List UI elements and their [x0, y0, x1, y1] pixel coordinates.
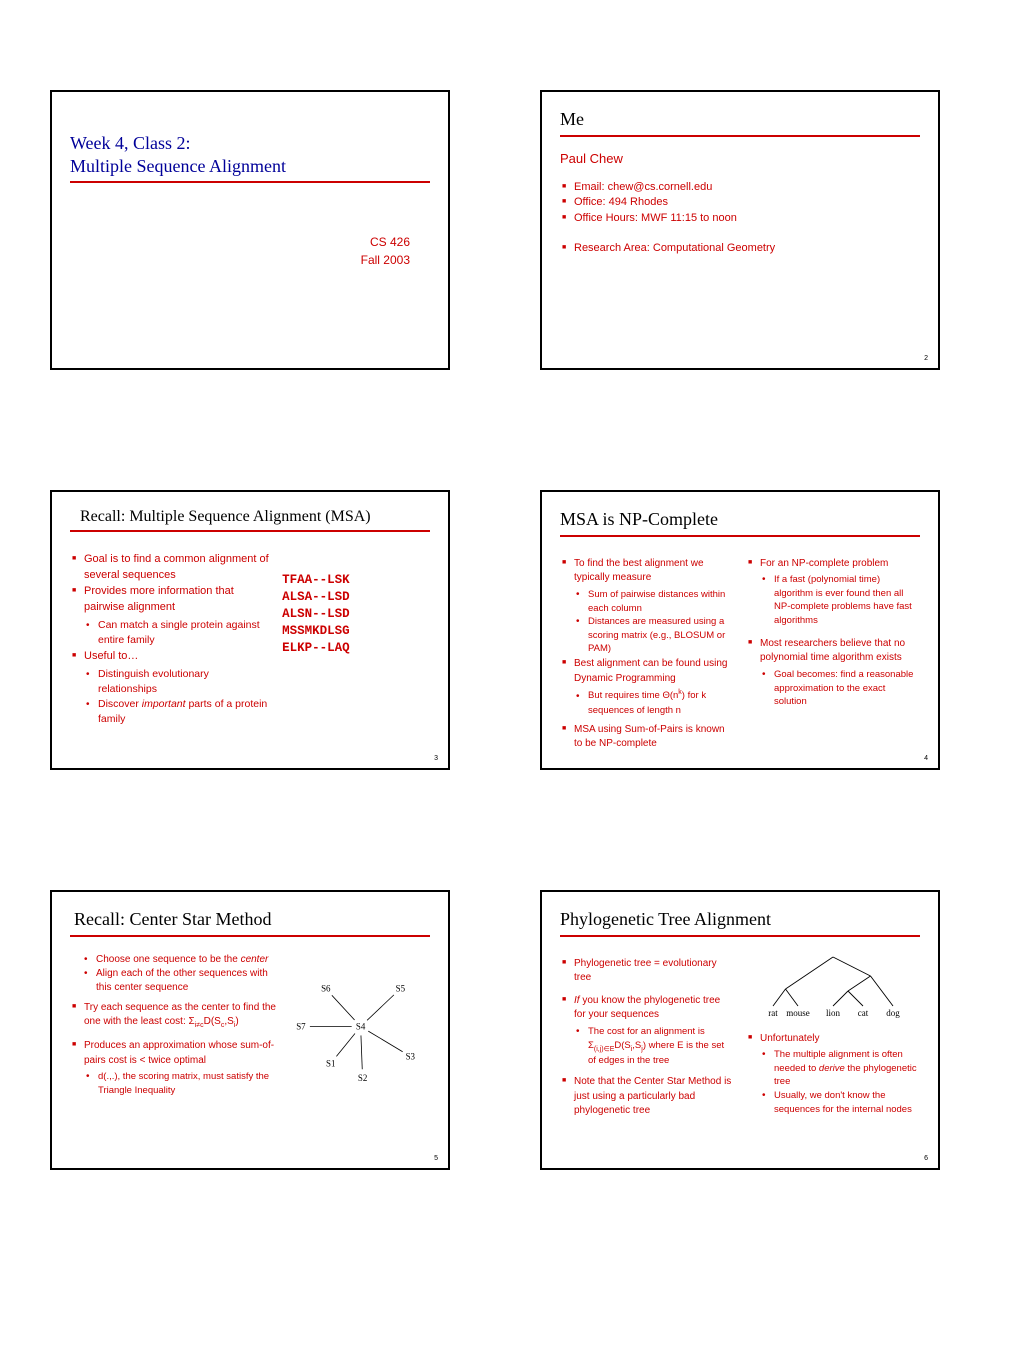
slide4-right: For an NP-complete problem If a fast (po… [746, 551, 920, 758]
course-term: Fall 2003 [70, 251, 410, 269]
slide3-right: TFAA--LSK ALSA--LSD ALSN--LSD MSSMKDLSG … [282, 546, 430, 733]
svg-text:dog: dog [886, 1008, 900, 1018]
star-diagram: S1 S2 S3 S4 S5 S6 S7 [291, 963, 430, 1104]
slide2-title: Me [560, 108, 920, 131]
page-number: 6 [924, 1155, 928, 1162]
slide4-left: To find the best alignment we typically … [560, 551, 734, 758]
list-subitem: Can match a single protein against entir… [98, 618, 270, 648]
slide2-subtitle: Paul Chew [560, 151, 920, 166]
list-item: Unfortunately The multiple alignment is … [760, 1032, 920, 1116]
list-subitem: If a fast (polynomial time) algorithm is… [774, 573, 920, 627]
list-subitem: The multiple alignment is often needed t… [774, 1048, 920, 1089]
list-item: For an NP-complete problem If a fast (po… [760, 557, 920, 627]
page-number: 4 [924, 755, 928, 762]
title-rule [70, 181, 430, 183]
list-subitem: d(.,.), the scoring matrix, must satisfy… [98, 1070, 279, 1097]
list-item: Try each sequence as the center to find … [84, 1001, 279, 1032]
list-item: Note that the Center Star Method is just… [574, 1075, 734, 1119]
list-item: If you know the phylogenetic tree for yo… [574, 994, 734, 1068]
title-rule [560, 935, 920, 937]
slide6-columns: Phylogenetic tree = evolutionary tree If… [560, 951, 920, 1125]
list-subitem: Align each of the other sequences with t… [96, 967, 279, 995]
svg-text:rat: rat [768, 1008, 778, 1018]
title-rule [70, 935, 430, 937]
slide-3: Recall: Multiple Sequence Alignment (MSA… [50, 490, 450, 770]
phylo-tree: rat mouse lion cat dog [746, 951, 920, 1021]
list-item: Most researchers believe that no polynom… [760, 637, 920, 709]
page-number: 3 [434, 755, 438, 762]
svg-text:mouse: mouse [786, 1008, 810, 1018]
svg-text:S2: S2 [358, 1073, 367, 1083]
slide1-title-line2: Multiple Sequence Alignment [70, 155, 430, 178]
list-subitem: Distances are measured using a scoring m… [588, 615, 734, 656]
slide3-columns: Goal is to find a common alignment of se… [70, 546, 430, 733]
page-number: 2 [924, 355, 928, 362]
seq-row: MSSMKDLSG [282, 623, 430, 640]
list-item: Email: chew@cs.cornell.edu [574, 180, 920, 196]
slide1-title-line1: Week 4, Class 2: [70, 132, 430, 155]
list-item: Office Hours: MWF 11:15 to noon [574, 211, 920, 227]
list-item: Phylogenetic tree = evolutionary tree [574, 957, 734, 986]
slide4-title: MSA is NP-Complete [560, 508, 920, 531]
svg-text:S3: S3 [405, 1051, 415, 1061]
slide6-title: Phylogenetic Tree Alignment [560, 908, 920, 931]
list-subitem: The cost for an alignment is Σ(i,j)∈ED(S… [588, 1025, 734, 1068]
slide-grid: Week 4, Class 2: Multiple Sequence Align… [50, 90, 970, 1170]
list-item: MSA using Sum-of-Pairs is known to be NP… [574, 723, 734, 752]
page-number: 5 [434, 1155, 438, 1162]
seq-row: TFAA--LSK [282, 572, 430, 589]
slide5-title: Recall: Center Star Method [74, 908, 430, 931]
slide-5: Recall: Center Star Method Choose one se… [50, 890, 450, 1170]
list-item: Produces an approximation whose sum-of-p… [84, 1039, 279, 1097]
seq-row: ALSA--LSD [282, 589, 430, 606]
title-rule [70, 530, 430, 532]
list-item: To find the best alignment we typically … [574, 557, 734, 656]
svg-text:lion: lion [826, 1008, 841, 1018]
list-item: Best alignment can be found using Dynami… [574, 657, 734, 716]
svg-text:S6: S6 [321, 983, 331, 993]
slide2-list2: Research Area: Computational Geometry [560, 241, 920, 257]
seq-row: ALSN--LSD [282, 606, 430, 623]
slide-4: MSA is NP-Complete To find the best alig… [540, 490, 940, 770]
slide4-columns: To find the best alignment we typically … [560, 551, 920, 758]
handout-page: Week 4, Class 2: Multiple Sequence Align… [0, 0, 1020, 1220]
course-code: CS 426 [70, 233, 410, 251]
list-item: Provides more information that pairwise … [84, 584, 270, 648]
list-subitem: Goal becomes: find a reasonable approxim… [774, 668, 920, 709]
svg-text:S4: S4 [356, 1021, 366, 1031]
list-subitem: Usually, we don't know the sequences for… [774, 1089, 920, 1116]
list-subitem: But requires time Θ(nk) for k sequences … [588, 688, 734, 716]
svg-text:cat: cat [858, 1008, 869, 1018]
svg-text:S1: S1 [326, 1058, 335, 1068]
list-item: Useful to… Distinguish evolutionary rela… [84, 649, 270, 726]
title-rule [560, 135, 920, 137]
svg-text:S5: S5 [395, 983, 405, 993]
list-subitem: Discover important parts of a protein fa… [98, 697, 270, 727]
sequence-block: TFAA--LSK ALSA--LSD ALSN--LSD MSSMKDLSG … [282, 572, 430, 656]
list-subitem: Sum of pairwise distances within each co… [588, 588, 734, 615]
list-subitem: Choose one sequence to be the center [96, 953, 279, 967]
slide6-right: rat mouse lion cat dog Unfortunately The mul… [746, 951, 920, 1125]
slide-6: Phylogenetic Tree Alignment Phylogenetic… [540, 890, 940, 1170]
slide5-columns: Choose one sequence to be the center Ali… [70, 951, 430, 1104]
slide1-meta: CS 426 Fall 2003 [70, 233, 410, 269]
slide-2: Me Paul Chew Email: chew@cs.cornell.edu … [540, 90, 940, 370]
seq-row: ELKP--LAQ [282, 640, 430, 657]
slide5-right: S1 S2 S3 S4 S5 S6 S7 [291, 951, 430, 1104]
list-item: Office: 494 Rhodes [574, 195, 920, 211]
slide2-list: Email: chew@cs.cornell.edu Office: 494 R… [560, 180, 920, 228]
list-item: Research Area: Computational Geometry [574, 241, 920, 257]
slide-1: Week 4, Class 2: Multiple Sequence Align… [50, 90, 450, 370]
slide5-left: Choose one sequence to be the center Ali… [70, 951, 279, 1104]
slide6-left: Phylogenetic tree = evolutionary tree If… [560, 951, 734, 1125]
slide3-left: Goal is to find a common alignment of se… [70, 546, 270, 733]
list-item: Goal is to find a common alignment of se… [84, 552, 270, 584]
svg-text:S7: S7 [296, 1021, 306, 1031]
title-rule [560, 535, 920, 537]
slide3-title: Recall: Multiple Sequence Alignment (MSA… [80, 508, 430, 526]
list-subitem: Distinguish evolutionary relationships [98, 667, 270, 697]
